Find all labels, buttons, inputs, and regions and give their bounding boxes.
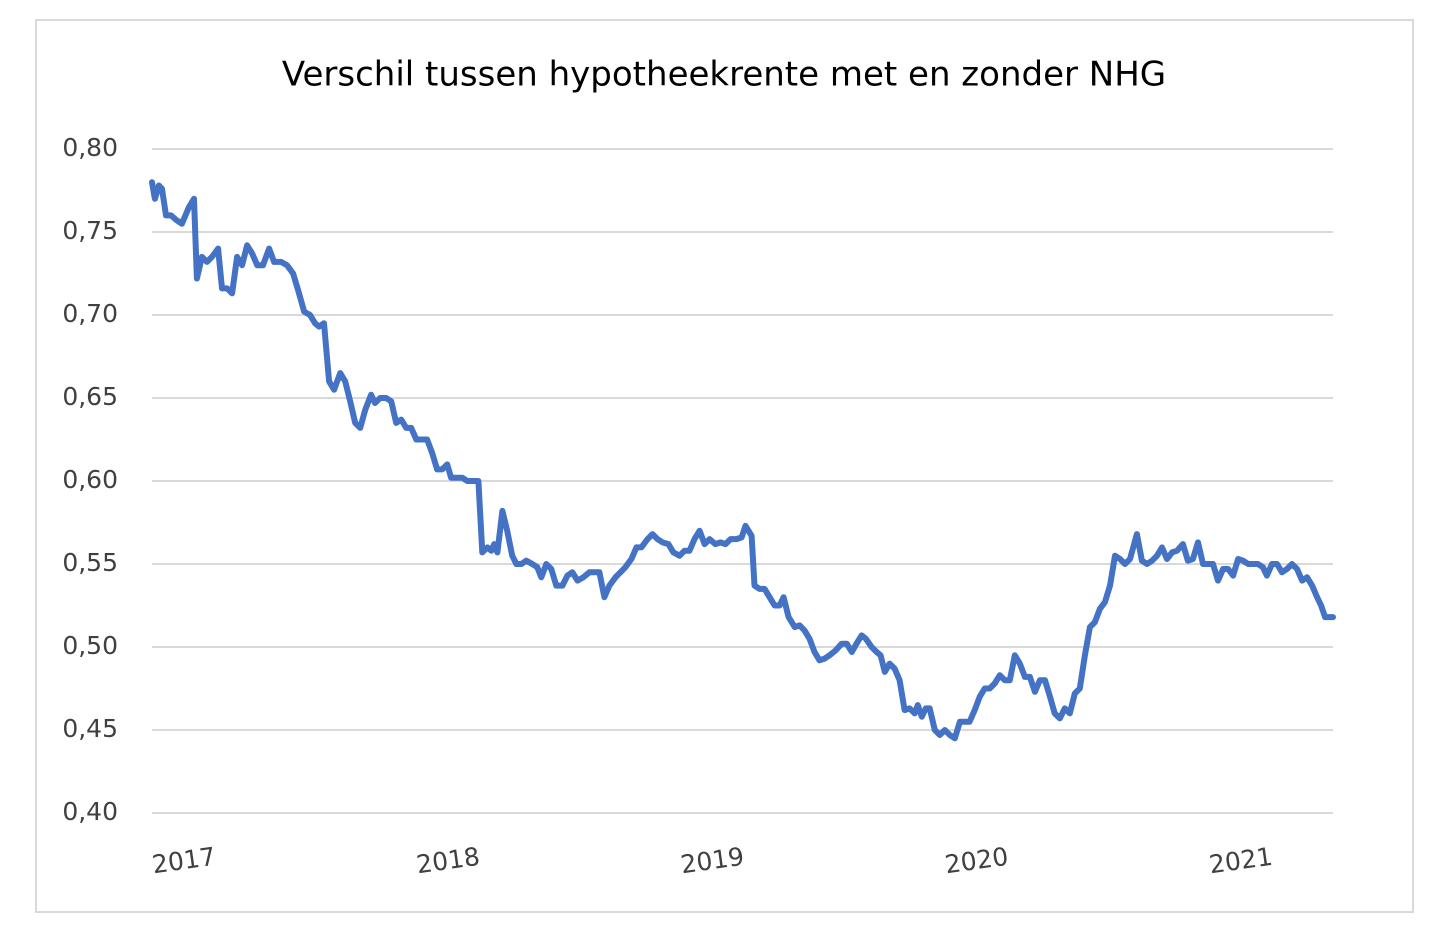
chart-title: Verschil tussen hypotheekrente met en zo… <box>282 55 1166 95</box>
chart-border <box>35 19 1414 913</box>
y-tick-label: 0,65 <box>62 382 118 411</box>
y-tick-label: 0,70 <box>62 299 118 328</box>
y-tick-label: 0,60 <box>62 465 118 494</box>
y-tick-label: 0,55 <box>62 548 118 577</box>
y-tick-label: 0,50 <box>62 631 118 660</box>
y-tick-label: 0,40 <box>62 797 118 826</box>
y-tick-label: 0,45 <box>62 714 118 743</box>
y-tick-label: 0,75 <box>62 216 118 245</box>
y-tick-label: 0,80 <box>62 133 118 162</box>
data-line <box>149 179 1336 742</box>
